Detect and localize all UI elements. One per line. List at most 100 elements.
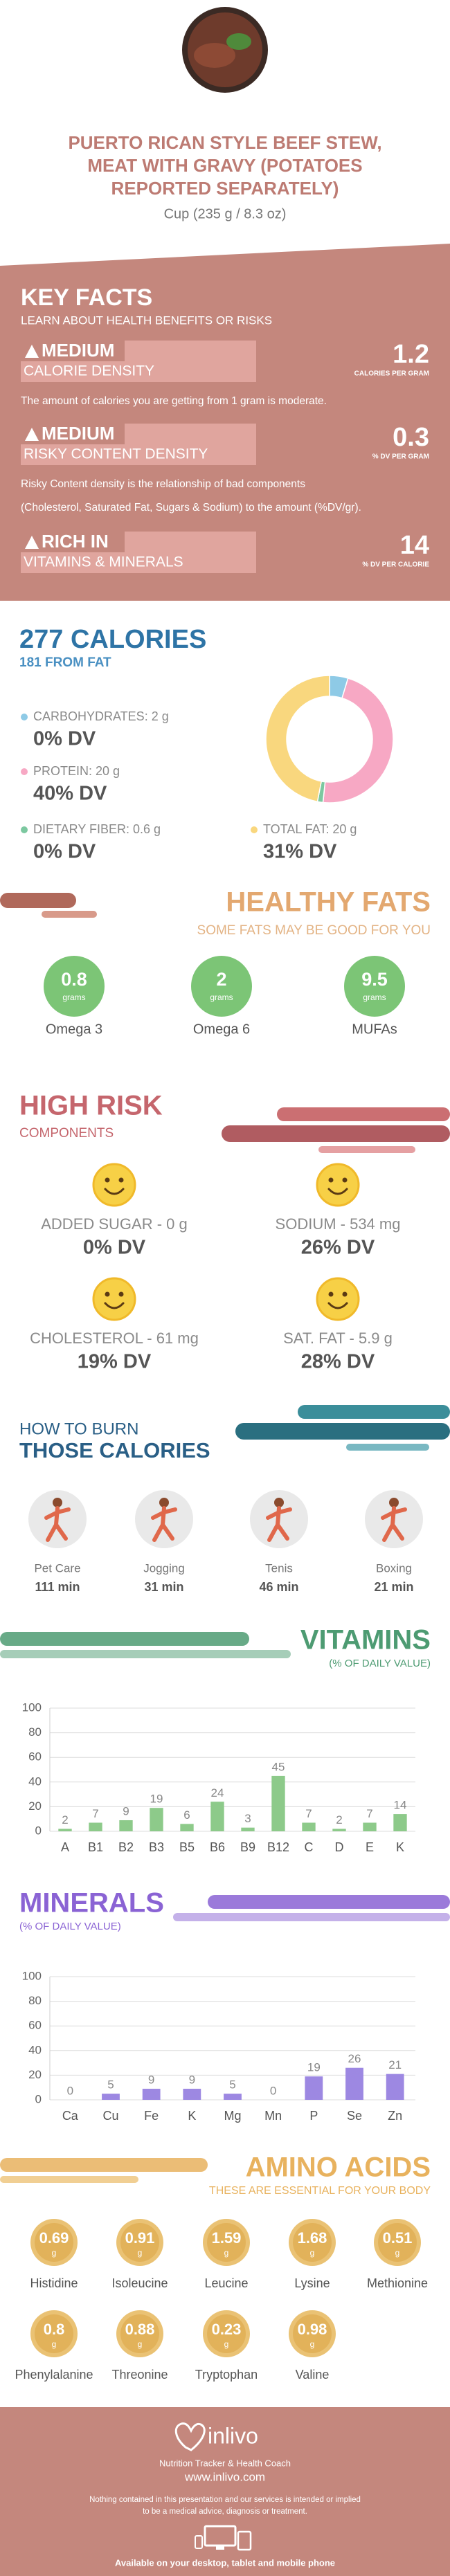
decor-bar bbox=[0, 1650, 291, 1658]
x-tick-label: B6 bbox=[210, 1840, 225, 1854]
smiley-eye bbox=[342, 1177, 348, 1183]
activity-head bbox=[159, 1498, 169, 1507]
bar bbox=[305, 2076, 323, 2100]
value-label: 21 bbox=[388, 2058, 402, 2071]
smiley-eye bbox=[342, 1291, 348, 1297]
badge-label: VITAMINS & MINERALS bbox=[24, 554, 183, 570]
amino-unit: g bbox=[52, 2339, 57, 2349]
amino-value: 0.98 bbox=[298, 2321, 327, 2338]
amino-value: 1.68 bbox=[298, 2229, 327, 2247]
x-tick-label: B9 bbox=[240, 1840, 255, 1854]
nutrient-dv: 40% DV bbox=[33, 783, 107, 805]
smiley-eye bbox=[118, 1291, 124, 1297]
bar bbox=[386, 2074, 404, 2100]
badge-level: RICH IN bbox=[42, 531, 109, 552]
decor-bar bbox=[298, 1405, 450, 1419]
y-tick-label: 60 bbox=[28, 1750, 42, 1763]
value-label: 9 bbox=[123, 1804, 129, 1817]
bar bbox=[332, 1829, 346, 1831]
decor-bar bbox=[0, 893, 76, 908]
activity-time: 21 min bbox=[374, 1580, 413, 1594]
footer-availability: Available on your desktop, tablet and mo… bbox=[115, 2557, 335, 2568]
activity-figure bbox=[381, 1506, 407, 1542]
y-tick-label: 40 bbox=[28, 2043, 42, 2056]
x-tick-label: Mg bbox=[224, 2109, 241, 2123]
bar bbox=[224, 2094, 242, 2100]
activity-head bbox=[389, 1498, 399, 1507]
amino-unit: g bbox=[310, 2339, 315, 2349]
bar bbox=[241, 1827, 255, 1831]
nutrient-label: PROTEIN: 20 g bbox=[33, 764, 120, 778]
food-meat bbox=[194, 43, 235, 68]
x-tick-label: Fe bbox=[144, 2109, 159, 2123]
x-tick-label: Mn bbox=[264, 2109, 282, 2123]
nutrient-label: DIETARY FIBER: 0.6 g bbox=[33, 822, 161, 836]
amino-value: 0.69 bbox=[39, 2229, 69, 2247]
fact-description: The amount of calories you are getting f… bbox=[21, 395, 327, 407]
y-tick-label: 100 bbox=[22, 1969, 42, 1982]
y-tick-label: 0 bbox=[35, 2092, 42, 2105]
value-label: 7 bbox=[92, 1807, 98, 1820]
badge-label: CALORIE DENSITY bbox=[24, 363, 154, 379]
amino-unit: g bbox=[395, 2248, 400, 2258]
risk-label: ADDED SUGAR - 0 g bbox=[41, 1215, 188, 1233]
amino-name: Leucine bbox=[204, 2276, 248, 2290]
value-label: 19 bbox=[307, 2061, 321, 2074]
amino-circle-inner bbox=[120, 2223, 159, 2262]
amino-circle-inner bbox=[293, 2314, 332, 2353]
activity-name: Boxing bbox=[376, 1561, 412, 1575]
section-subtitle: COMPONENTS bbox=[19, 1126, 114, 1141]
amino-unit: g bbox=[52, 2248, 57, 2258]
fact-value: 14 bbox=[400, 531, 429, 560]
fat-value: 0.8 bbox=[61, 969, 87, 990]
amino-name: Isoleucine bbox=[111, 2276, 168, 2290]
amino-unit: g bbox=[310, 2248, 315, 2258]
nutrient-dv: 31% DV bbox=[263, 841, 337, 863]
activity-figure bbox=[44, 1506, 71, 1542]
fact-unit: % DV PER CALORIE bbox=[362, 561, 429, 569]
value-label: 5 bbox=[229, 2078, 235, 2092]
y-tick-label: 100 bbox=[22, 1700, 42, 1714]
amino-circle-inner bbox=[35, 2223, 73, 2262]
title-line: PUERTO RICAN STYLE BEEF STEW, bbox=[68, 132, 381, 153]
nutrient-label: TOTAL FAT: 20 g bbox=[263, 822, 357, 836]
y-tick-label: 80 bbox=[28, 1725, 42, 1739]
fact-value: 1.2 bbox=[393, 340, 429, 369]
amino-name: Threonine bbox=[111, 2368, 168, 2382]
footer-disclaimer: Nothing contained in this presentation a… bbox=[89, 2496, 361, 2504]
decor-bar bbox=[222, 1125, 450, 1142]
y-tick-label: 80 bbox=[28, 1994, 42, 2007]
badge-icon bbox=[25, 428, 39, 441]
risk-label: SODIUM - 534 mg bbox=[276, 1215, 401, 1233]
badge-label: RISKY CONTENT DENSITY bbox=[24, 446, 208, 462]
smiley-eye bbox=[118, 1177, 124, 1183]
value-label: 9 bbox=[189, 2073, 195, 2086]
donut-segment bbox=[265, 675, 330, 803]
risk-dv: 19% DV bbox=[78, 1351, 152, 1373]
section-subtitle: LEARN ABOUT HEALTH BENEFITS OR RISKS bbox=[21, 314, 272, 327]
risk-dv: 26% DV bbox=[301, 1237, 375, 1259]
smiley bbox=[316, 1277, 360, 1321]
x-tick-label: K bbox=[396, 1840, 404, 1854]
fat-value: 2 bbox=[216, 969, 226, 990]
fat-unit: grams bbox=[210, 992, 233, 1002]
decor-bar bbox=[173, 1913, 450, 1921]
y-tick-label: 20 bbox=[28, 2068, 42, 2081]
amino-name: Histidine bbox=[30, 2276, 78, 2290]
section-title: HIGH RISK bbox=[19, 1091, 163, 1121]
activity-name: Tenis bbox=[265, 1561, 293, 1575]
section-subtitle: SOME FATS MAY BE GOOD FOR YOU bbox=[197, 923, 431, 938]
badge-level: MEDIUM bbox=[42, 423, 114, 444]
activity-figure bbox=[266, 1506, 292, 1542]
amino-unit: g bbox=[138, 2339, 143, 2349]
smiley-eye bbox=[328, 1291, 334, 1297]
activity-figure bbox=[151, 1506, 177, 1542]
fat-circle bbox=[344, 956, 405, 1017]
bar bbox=[58, 1829, 72, 1831]
nutrient-dot bbox=[21, 826, 28, 833]
activity-head bbox=[53, 1498, 62, 1507]
badge-icon bbox=[25, 345, 39, 358]
fat-name: MUFAs bbox=[352, 1022, 397, 1037]
amino-value: 1.59 bbox=[212, 2229, 242, 2247]
